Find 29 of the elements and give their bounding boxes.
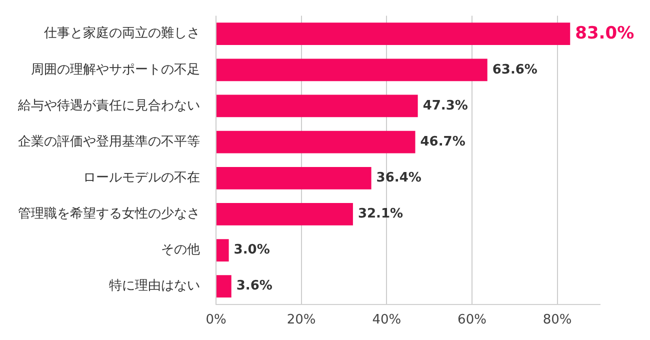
bar <box>216 94 418 118</box>
y-tick-label: 管理職を希望する女性の少なさ <box>18 206 200 222</box>
data-label: 47.3% <box>422 98 468 114</box>
data-label: 63.6% <box>492 62 538 78</box>
y-tick-label: 仕事と家庭の両立の難しさ <box>43 25 200 42</box>
bar <box>216 130 416 154</box>
data-label: 3.0% <box>234 242 270 258</box>
bar <box>216 58 488 82</box>
x-tick-label: 80% <box>542 312 572 328</box>
y-tick-label: ロールモデルの不在 <box>83 170 200 186</box>
x-tick-label: 20% <box>286 312 316 328</box>
y-tick-label: 周囲の理解やサポートの不足 <box>31 62 200 78</box>
y-tick-label: 企業の評価や登用基準の不平等 <box>18 134 200 150</box>
bar <box>216 22 570 46</box>
data-label: 36.4% <box>376 170 422 186</box>
data-label: 3.6% <box>236 278 272 294</box>
bar <box>216 203 353 226</box>
data-label: 83.0% <box>575 23 634 44</box>
x-tick-label: 0% <box>206 312 226 328</box>
x-tick-label: 60% <box>458 312 486 328</box>
data-label: 46.7% <box>420 134 466 150</box>
x-tick-label: 40% <box>372 312 402 328</box>
bar <box>216 239 229 262</box>
y-tick-label: その他 <box>161 242 200 258</box>
y-tick-label: 特に理由はない <box>109 278 200 294</box>
bar <box>216 275 232 298</box>
y-tick-label: 給与や待遇が責任に見合わない <box>17 98 200 114</box>
data-label: 32.1% <box>358 206 404 222</box>
bar <box>216 166 372 190</box>
